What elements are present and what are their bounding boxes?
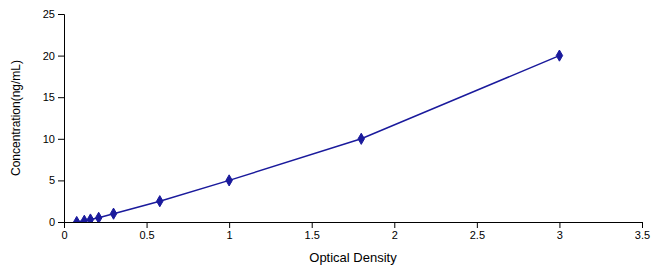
x-tick-mark — [394, 222, 395, 228]
y-tick-label: 20 — [43, 50, 55, 62]
y-tick: 10 — [43, 133, 64, 145]
y-tick-label: 25 — [43, 8, 55, 20]
y-tick-mark — [58, 14, 64, 15]
marker — [110, 208, 116, 219]
x-tick-label: 2.5 — [470, 229, 485, 241]
marker — [81, 215, 87, 222]
marker — [87, 214, 93, 222]
y-tick-mark — [58, 222, 64, 223]
x-tick-label: 2 — [392, 229, 398, 241]
x-tick-label: 1 — [227, 229, 233, 241]
marker — [95, 212, 101, 222]
marker — [157, 196, 163, 207]
x-tick: 0.5 — [139, 222, 154, 241]
chart: 0 0.5 1 1.5 2 2.5 3 3.5 0 5 10 15 20 25 Optical Densit… — [0, 0, 664, 272]
x-tick: 3.5 — [635, 222, 650, 241]
marker — [556, 50, 562, 61]
x-tick: 2 — [392, 222, 398, 241]
y-tick-label: 10 — [43, 133, 55, 145]
x-tick-label: 3.5 — [635, 229, 650, 241]
y-tick: 5 — [49, 174, 64, 186]
y-tick-mark — [58, 97, 64, 98]
y-tick: 15 — [43, 91, 64, 103]
y-tick: 20 — [43, 50, 64, 62]
x-tick: 3 — [557, 222, 563, 241]
y-tick: 25 — [43, 8, 64, 20]
y-tick-label: 15 — [43, 91, 55, 103]
y-axis-title: Concentration(ng/mL) — [9, 60, 23, 176]
x-tick-mark — [312, 222, 313, 228]
x-tick-mark — [147, 222, 148, 228]
x-tick-mark — [559, 222, 560, 228]
y-tick-label: 0 — [49, 216, 55, 228]
x-axis: 0 0.5 1 1.5 2 2.5 3 3.5 — [61, 222, 650, 241]
y-tick-mark — [58, 180, 64, 181]
y-tick-label: 5 — [49, 174, 55, 186]
marker — [73, 216, 79, 222]
x-tick: 1 — [227, 222, 233, 241]
x-tick: 2.5 — [470, 222, 485, 241]
y-axis: 0 5 10 15 20 25 — [43, 8, 65, 228]
marker — [226, 175, 232, 186]
y-tick-mark — [58, 139, 64, 140]
x-tick-mark — [642, 222, 643, 228]
x-tick-label: 1.5 — [305, 229, 320, 241]
x-tick-label: 0.5 — [139, 229, 154, 241]
line — [77, 56, 560, 222]
y-tick-mark — [58, 56, 64, 57]
x-tick: 0 — [61, 222, 67, 241]
marker — [358, 133, 364, 144]
x-tick-label: 0 — [61, 229, 67, 241]
x-tick-mark — [477, 222, 478, 228]
y-axis-line — [58, 15, 65, 223]
marks — [73, 50, 562, 222]
x-tick: 1.5 — [305, 222, 320, 241]
x-tick-mark — [229, 222, 230, 228]
y-tick: 0 — [49, 216, 64, 228]
x-axis-line — [65, 223, 643, 229]
plot: 0 0.5 1 1.5 2 2.5 3 3.5 0 5 10 15 20 25 Optical Densit… — [9, 8, 650, 265]
x-tick-label: 3 — [557, 229, 563, 241]
x-axis-title: Optical Density — [309, 250, 397, 265]
